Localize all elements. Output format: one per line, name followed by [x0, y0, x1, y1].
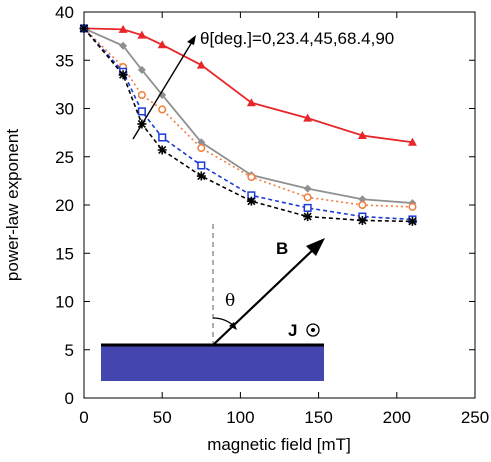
field-arrow [212, 245, 318, 346]
series-4-point [158, 133, 167, 142]
series-2-point [358, 195, 367, 204]
y-axis-title: power-law exponent [3, 129, 22, 281]
angle-label: θ [225, 291, 235, 311]
y-tick-label: 10 [55, 293, 74, 312]
series-layer [79, 23, 417, 226]
series-5-point [118, 70, 128, 80]
x-axis-title: magnetic field [mT] [207, 435, 351, 454]
plot-frame [83, 11, 476, 399]
series-1-point [357, 131, 367, 140]
field-arrowhead [306, 238, 325, 256]
y-tick-label: 30 [55, 100, 74, 119]
y-tick-label: 15 [55, 244, 74, 263]
x-tick-label: 150 [304, 408, 332, 427]
series-2-point [119, 41, 128, 50]
angle-arc-head [229, 322, 237, 330]
y-tick-label: 20 [55, 196, 74, 215]
tick-marks: 0 50 100 150 200 250 0 5 10 15 20 25 30 35 40 [55, 3, 489, 427]
current-label: J [288, 321, 297, 340]
series-4-line [83, 27, 413, 221]
series-1-point [303, 113, 313, 122]
series-1-point [246, 98, 256, 107]
series-3-point [408, 202, 417, 211]
series-1-point [118, 24, 128, 33]
series-3-line [83, 27, 413, 208]
y-tick-label: 0 [65, 389, 74, 408]
series-3-point [303, 193, 312, 202]
field-label: B [276, 239, 288, 258]
angle-annotation: θ[deg.]=0,23.4,45,68.4,90 [132, 29, 394, 140]
y-tick-label: 40 [55, 3, 74, 22]
sample-slab [101, 345, 324, 381]
annotation-arrow [132, 41, 193, 140]
series-1-point [157, 40, 167, 49]
series-1-point [196, 60, 206, 69]
series-3-point [358, 200, 367, 210]
y-tick-label: 5 [65, 341, 74, 360]
x-tick-label: 200 [383, 408, 411, 427]
series-4-point [197, 161, 206, 170]
current-out-of-plane-icon [306, 323, 320, 337]
x-tick-label: 0 [79, 408, 88, 427]
series-2-point [137, 65, 146, 74]
current-dot-icon [311, 328, 315, 332]
series-2-point [197, 138, 206, 147]
annotation-arrowhead [187, 35, 196, 45]
series-5-point [246, 196, 256, 206]
x-tick-label: 50 [153, 408, 172, 427]
series-5-point [303, 212, 313, 222]
series-5-point [407, 216, 417, 226]
series-2-point [303, 184, 312, 193]
series-3-point [197, 144, 206, 153]
series-3-point [137, 90, 146, 100]
series-5-point [196, 171, 206, 181]
inset-diagram: B θ J [101, 224, 325, 381]
angle-annotation-text: θ[deg.]=0,23.4,45,68.4,90 [200, 29, 394, 48]
series-1-point [137, 30, 147, 39]
y-tick-label: 35 [55, 51, 74, 70]
series-5-point [357, 215, 367, 225]
x-tick-label: 100 [226, 408, 254, 427]
series-5-line [83, 27, 413, 223]
series-4-point [137, 107, 146, 116]
series-3-point [247, 172, 256, 182]
series-4-point [303, 203, 312, 212]
x-tick-label: 250 [461, 408, 489, 427]
series-5-point [157, 145, 167, 155]
series-1-point [407, 137, 417, 146]
series-3-point [158, 105, 167, 114]
y-tick-label: 25 [55, 148, 74, 167]
